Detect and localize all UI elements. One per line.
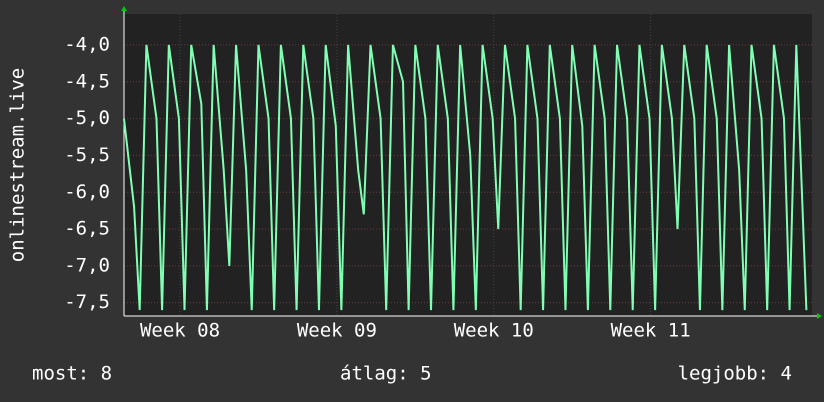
footer-average: átlag: 5 xyxy=(340,363,432,385)
x-arrow xyxy=(817,313,822,319)
footer-current: most: 8 xyxy=(32,363,112,385)
y-tick-label: -4,5 xyxy=(64,70,110,92)
y-tick-label: -4,0 xyxy=(64,33,110,55)
series-line xyxy=(123,44,808,311)
x-tick-label: Week 10 xyxy=(454,320,534,342)
x-tick-label: Week 11 xyxy=(611,320,691,342)
y-arrow xyxy=(121,6,127,11)
y-axis-label: onlinestream.live xyxy=(7,68,29,262)
y-tick-label: -5,5 xyxy=(64,144,110,166)
y-tick-label: -6,0 xyxy=(64,181,110,203)
y-tick-label: -7,0 xyxy=(64,254,110,276)
x-tick-label: Week 09 xyxy=(297,320,377,342)
x-tick-label: Week 08 xyxy=(140,320,220,342)
y-tick-label: -7,5 xyxy=(64,291,110,313)
footer-best: legjobb: 4 xyxy=(678,363,792,385)
y-tick-label: -5,0 xyxy=(64,107,110,129)
y-tick-label: -6,5 xyxy=(64,218,110,240)
